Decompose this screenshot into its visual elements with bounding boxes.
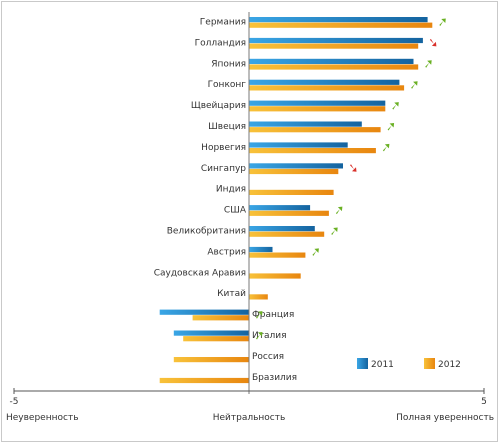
trend-down-arrow-icon-7	[350, 164, 357, 172]
trend-up-arrow-icon-9	[335, 206, 343, 215]
category-label-15: Италия	[252, 331, 287, 341]
category-label-16: Россия	[252, 352, 284, 362]
bar-2012-8	[249, 189, 334, 195]
category-label-7: Сингапур	[201, 164, 246, 174]
legend-label-2011: 2011	[371, 360, 394, 370]
bar-2011-3	[249, 79, 400, 85]
bar-2012-17	[159, 377, 249, 384]
bar-2011-9	[249, 205, 311, 211]
bar-2011-10	[249, 226, 315, 232]
legend-swatch-2011	[357, 358, 368, 369]
axis-label-0: Неуверенность	[6, 413, 79, 423]
bar-2011-11	[249, 246, 273, 253]
bar-2012-12	[249, 273, 301, 279]
axis-label-1: Нейтральность	[213, 413, 286, 423]
bar-2012-2	[249, 64, 419, 70]
category-label-12: Саудовская Аравия	[154, 268, 246, 278]
bar-2012-3	[249, 85, 405, 91]
category-label-5: Швеция	[208, 122, 246, 132]
bar-2011-0	[249, 17, 428, 23]
x-axis: -5 5 Неуверенность Нейтральность Полная увер…	[6, 12, 494, 423]
category-label-17: Бразилия	[252, 373, 297, 383]
bar-2011-14	[159, 309, 249, 315]
legend-label-2012: 2012	[438, 360, 461, 370]
bar-2011-4	[249, 100, 386, 106]
category-label-14: Франция	[252, 310, 294, 320]
bar-2012-0	[249, 22, 433, 28]
bar-2011-6	[249, 142, 348, 148]
category-label-9: США	[224, 206, 247, 216]
trend-down-arrow-icon-1	[429, 38, 437, 47]
trend-arrows	[256, 18, 446, 340]
bar-2012-15	[183, 336, 249, 342]
bar-2012-4	[249, 106, 386, 112]
category-label-1: Голландия	[195, 38, 246, 48]
category-label-2: Япония	[211, 59, 246, 69]
bar-2012-6	[249, 148, 376, 154]
bar-2012-11	[249, 252, 306, 258]
category-label-13: Китай	[217, 289, 246, 299]
bar-2012-10	[249, 231, 325, 237]
category-label-8: Индия	[216, 185, 246, 195]
trend-up-arrow-icon-15	[256, 332, 263, 340]
category-label-3: Гонконг	[208, 80, 247, 90]
bar-2012-16	[173, 357, 249, 363]
bar-2011-1	[249, 37, 423, 44]
bar-2012-9	[249, 210, 329, 216]
category-label-4: Щвейцария	[191, 101, 246, 111]
x-tick-label-0: -5	[10, 397, 19, 407]
trend-up-arrow-icon-4	[392, 102, 399, 110]
trend-up-arrow-icon-11	[312, 248, 319, 256]
trend-up-arrow-icon-3	[411, 81, 418, 89]
bar-2011-5	[249, 121, 362, 127]
trend-up-arrow-icon-0	[439, 18, 446, 26]
bar-2012-7	[249, 168, 339, 175]
legend: 2011 2012	[357, 358, 461, 370]
axis-label-2: Полная уверенность	[396, 413, 494, 423]
trend-up-arrow-icon-5	[387, 123, 395, 131]
category-label-10: Великобритания	[167, 227, 246, 237]
category-labels: Германия Голландия Япония Гонконг Щвейцария Ш…	[154, 18, 297, 383]
bar-2012-14	[192, 315, 249, 321]
category-label-6: Норвегия	[201, 143, 246, 153]
x-tick-label-1: 5	[481, 397, 487, 407]
trend-up-arrow-icon-10	[331, 227, 338, 235]
bar-2012-13	[249, 294, 268, 300]
bar-2011-2	[249, 58, 414, 64]
bar-2011-15	[173, 330, 249, 336]
category-label-0: Германия	[200, 18, 246, 28]
bar-2012-1	[249, 43, 419, 49]
trend-up-arrow-icon-6	[382, 143, 390, 152]
trend-up-arrow-icon-14	[256, 311, 263, 319]
bar-2011-7	[249, 163, 343, 169]
category-label-11: Австрия	[207, 247, 246, 257]
legend-swatch-2012	[424, 358, 435, 369]
bar-layer	[159, 17, 433, 384]
trend-up-arrow-icon-2	[425, 60, 432, 68]
bar-2012-5	[249, 127, 381, 133]
